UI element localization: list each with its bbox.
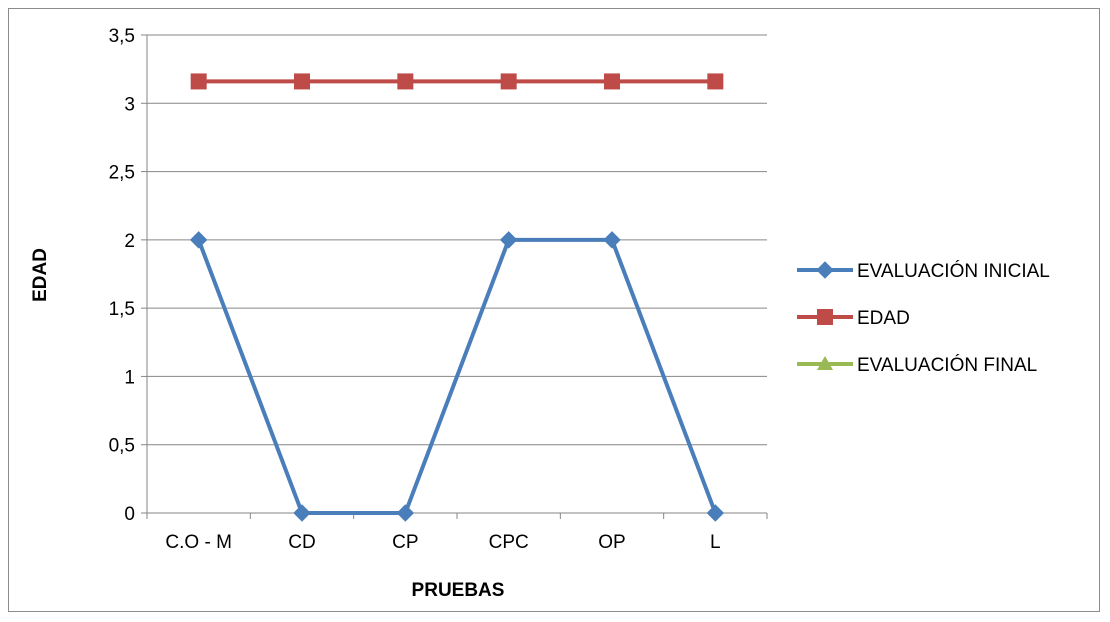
y-tick-label: 0: [124, 504, 135, 525]
x-tick-label: L: [710, 532, 721, 553]
data-point: [397, 73, 414, 90]
x-tick-label: CP: [392, 532, 418, 553]
x-tick-label: CPC: [489, 532, 529, 553]
legend-label: EVALUACIÓN INICIAL: [857, 260, 1050, 282]
legend-marker: [817, 309, 833, 325]
data-point: [294, 73, 310, 90]
axes: [146, 35, 767, 514]
data-point: [293, 504, 311, 522]
chart-frame: [8, 8, 1100, 612]
data-point: [396, 504, 415, 522]
legend-label: EDAD: [857, 308, 910, 329]
gridlines: [147, 34, 767, 446]
legend-label: EVALUACIÓN FINAL: [857, 354, 1037, 376]
x-axis-ticks: C.O - M CD CP CPC OP L: [146, 513, 768, 553]
data-point: [603, 231, 621, 249]
y-tick-label: 1: [124, 367, 135, 388]
y-tick-label: 2,5: [109, 163, 135, 184]
data-point: [706, 504, 725, 522]
data-point: [604, 73, 620, 90]
x-axis-title: PRUEBAS: [412, 580, 505, 601]
y-axis-ticks: 0 0,5 1 1,5 2 2,5 3 3,5: [109, 26, 147, 525]
data-point: [499, 231, 518, 249]
series-line: [196, 237, 718, 515]
y-axis-title: EDAD: [30, 248, 51, 302]
data-point: [190, 73, 207, 90]
data-point: [707, 73, 724, 90]
y-tick-label: 3,5: [109, 26, 135, 47]
data-point: [500, 73, 517, 90]
y-tick-label: 0,5: [109, 436, 135, 457]
data-point: [189, 231, 208, 249]
legend-marker: [817, 356, 833, 370]
legend: EVALUACIÓN INICIAL EDAD EVALUACIÓN FINAL: [797, 260, 1050, 376]
x-tick-label: C.O - M: [165, 532, 232, 553]
x-tick-label: CD: [288, 532, 315, 553]
y-tick-label: 1,5: [109, 299, 135, 320]
y-tick-label: 3: [124, 94, 135, 115]
legend-marker: [816, 261, 834, 279]
x-tick-label: OP: [598, 532, 625, 553]
series-group: [189, 73, 725, 522]
y-tick-label: 2: [124, 231, 135, 252]
